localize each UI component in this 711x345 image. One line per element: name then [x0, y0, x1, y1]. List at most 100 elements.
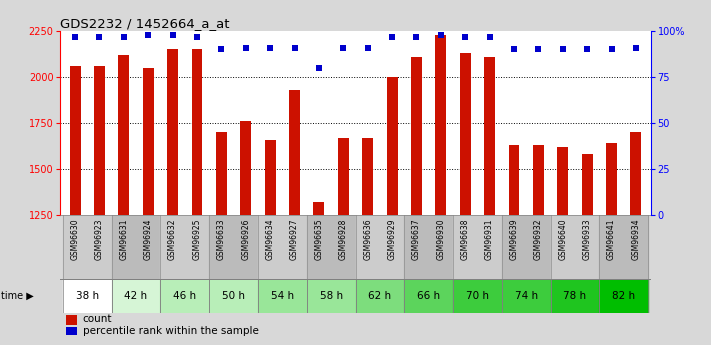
Bar — [582, 154, 593, 215]
Text: GSM96925: GSM96925 — [193, 218, 201, 260]
Text: GSM96641: GSM96641 — [607, 218, 616, 260]
Bar — [167, 49, 178, 215]
Text: GSM96630: GSM96630 — [70, 218, 80, 260]
Bar — [258, 279, 306, 313]
Bar — [216, 132, 227, 215]
Text: GSM96928: GSM96928 — [339, 218, 348, 260]
Bar — [557, 147, 568, 215]
Bar — [599, 279, 648, 313]
Point — [557, 47, 569, 52]
Bar — [306, 279, 356, 313]
Text: GSM96635: GSM96635 — [314, 218, 324, 260]
Bar — [405, 279, 453, 313]
Bar — [502, 279, 550, 313]
Text: count: count — [83, 314, 112, 324]
Text: 58 h: 58 h — [319, 291, 343, 301]
Text: GSM96636: GSM96636 — [363, 218, 372, 260]
Bar — [550, 279, 599, 313]
Point — [338, 45, 349, 50]
Point — [167, 32, 178, 38]
Point — [191, 34, 203, 39]
Text: time ▶: time ▶ — [1, 291, 33, 301]
Text: 66 h: 66 h — [417, 291, 440, 301]
Bar — [209, 215, 258, 279]
Point — [240, 45, 252, 50]
Bar — [508, 145, 520, 215]
Point — [215, 47, 227, 52]
Bar — [112, 215, 161, 279]
Bar — [411, 57, 422, 215]
Text: 46 h: 46 h — [173, 291, 196, 301]
Bar — [387, 77, 397, 215]
Bar — [143, 68, 154, 215]
Bar — [502, 215, 550, 279]
Point — [582, 47, 593, 52]
Bar — [435, 35, 447, 215]
Text: GDS2232 / 1452664_a_at: GDS2232 / 1452664_a_at — [60, 17, 230, 30]
Text: GSM96638: GSM96638 — [461, 218, 470, 260]
Bar — [70, 66, 80, 215]
Bar — [362, 138, 373, 215]
Bar — [314, 202, 324, 215]
Bar — [209, 279, 258, 313]
Bar — [94, 66, 105, 215]
Bar — [258, 215, 306, 279]
Point — [630, 45, 641, 50]
Text: GSM96927: GSM96927 — [290, 218, 299, 260]
Text: 78 h: 78 h — [563, 291, 587, 301]
Bar — [161, 279, 209, 313]
Bar — [63, 215, 112, 279]
Text: GSM96930: GSM96930 — [437, 218, 445, 260]
Text: 54 h: 54 h — [271, 291, 294, 301]
Bar — [599, 215, 648, 279]
Bar — [161, 215, 209, 279]
Bar — [405, 215, 453, 279]
Point — [533, 47, 544, 52]
Bar — [66, 327, 77, 337]
Point — [118, 34, 129, 39]
Bar — [631, 132, 641, 215]
Text: GSM96923: GSM96923 — [95, 218, 104, 260]
Point — [70, 34, 81, 39]
Text: 50 h: 50 h — [222, 291, 245, 301]
Bar — [356, 215, 405, 279]
Point — [484, 34, 496, 39]
Point — [606, 47, 617, 52]
Point — [386, 34, 397, 39]
Point — [435, 32, 447, 38]
Text: percentile rank within the sample: percentile rank within the sample — [83, 326, 259, 336]
Text: GSM96634: GSM96634 — [266, 218, 274, 260]
Text: GSM96631: GSM96631 — [119, 218, 129, 260]
Point — [142, 32, 154, 38]
Bar — [118, 55, 129, 215]
Point — [289, 45, 300, 50]
Bar — [289, 90, 300, 215]
Text: GSM96632: GSM96632 — [168, 218, 177, 260]
Bar — [453, 279, 502, 313]
Text: 62 h: 62 h — [368, 291, 392, 301]
Bar — [191, 49, 203, 215]
Bar — [306, 215, 356, 279]
Bar — [453, 215, 502, 279]
Text: 42 h: 42 h — [124, 291, 148, 301]
Text: 70 h: 70 h — [466, 291, 489, 301]
Bar — [264, 140, 276, 215]
Point — [459, 34, 471, 39]
Bar — [338, 138, 349, 215]
Text: GSM96931: GSM96931 — [485, 218, 494, 260]
Text: GSM96929: GSM96929 — [387, 218, 397, 260]
Text: GSM96933: GSM96933 — [582, 218, 592, 260]
Text: GSM96924: GSM96924 — [144, 218, 153, 260]
Text: GSM96637: GSM96637 — [412, 218, 421, 260]
Text: GSM96639: GSM96639 — [510, 218, 518, 260]
Bar — [66, 315, 77, 325]
Bar — [606, 143, 617, 215]
Text: GSM96926: GSM96926 — [241, 218, 250, 260]
Bar — [240, 121, 251, 215]
Bar — [460, 53, 471, 215]
Text: GSM96633: GSM96633 — [217, 218, 226, 260]
Point — [314, 65, 325, 71]
Bar — [550, 215, 599, 279]
Text: 82 h: 82 h — [612, 291, 636, 301]
Text: GSM96640: GSM96640 — [558, 218, 567, 260]
